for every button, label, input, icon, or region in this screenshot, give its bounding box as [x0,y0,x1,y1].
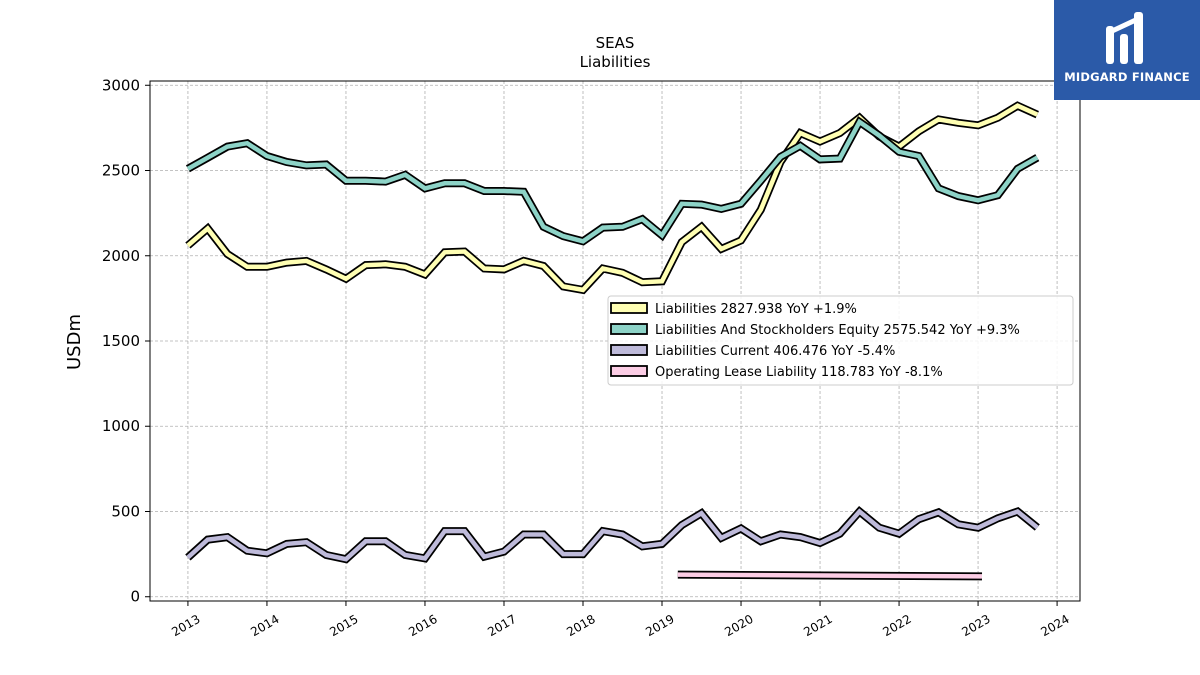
series-outline-liabilities-current [185,505,1040,564]
legend-label: Liabilities 2827.938 YoY +1.9% [655,302,857,317]
x-tick-label: 2014 [248,612,281,639]
legend-label: Liabilities Current 406.476 YoY -5.4% [655,344,895,359]
brand-name: MIDGARD FINANCE [1064,70,1190,84]
y-axis-label: USDm [64,314,85,370]
x-tick-label: 2017 [485,612,518,639]
legend-box [607,295,1074,386]
x-tick-label: 2018 [564,612,597,639]
series-line-liabilities-current [186,508,1039,562]
y-tick-label: 2500 [102,162,140,180]
x-tick-label: 2021 [801,612,834,639]
chart-subtitle: Liabilities [580,53,651,71]
y-tick-label: 2000 [102,247,140,265]
y-tick-label: 1500 [102,332,140,350]
x-tick-label: 2020 [722,612,755,639]
brand-logo: MIDGARD FINANCE [1054,0,1200,100]
series-line-operating-lease-liability [677,572,983,579]
legend-swatch [610,323,648,335]
x-tick-label: 2022 [880,612,913,639]
legend: Liabilities 2827.938 YoY +1.9% Liabilitie… [607,295,1074,386]
x-tick-label: 2019 [643,612,676,639]
chart-title: SEAS [596,34,635,52]
y-tick-label: 1000 [102,417,140,435]
y-tick-label: 500 [111,502,140,520]
x-tick-label: 2024 [1038,612,1071,639]
legend-label: Operating Lease Liability 118.783 YoY -8… [655,365,943,380]
series-line-liabilities-and-stockholders-equity [186,118,1039,244]
y-tick-label: 0 [130,588,140,606]
series-outline-liabilities [185,101,1039,295]
legend-swatch [610,302,648,314]
legend-swatch [610,344,648,356]
x-tick-label: 2013 [169,612,202,639]
x-tick-label: 2023 [959,612,992,639]
x-tick-label: 2016 [406,612,439,639]
x-tick-label: 2015 [327,612,360,639]
legend-label: Liabilities And Stockholders Equity 2575… [655,323,1020,338]
legend-swatch [610,365,648,377]
series-lines [185,101,1040,581]
midgard-logo-icon [1106,12,1143,64]
y-tick-label: 3000 [102,76,140,94]
